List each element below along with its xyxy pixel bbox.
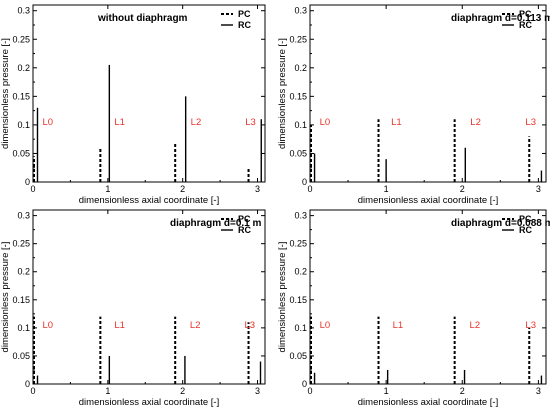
location-label-l0: L0 [42,320,53,331]
y-tick-label: 0.2 [294,63,307,73]
location-label-l1: L1 [391,117,402,128]
x-tick-label: 2 [460,184,465,194]
y-tick-label: 0.3 [294,6,307,16]
location-label-l0: L0 [320,117,331,128]
location-label-l1: L1 [114,320,125,331]
y-tick-label: 0 [302,177,307,187]
x-tick-label: 1 [384,386,389,396]
x-tick-label: 2 [180,184,185,194]
x-tick-label: 1 [105,386,110,396]
x-axis-title: dimensionless axial coordinate [-] [358,195,498,206]
y-tick-label: 0.1 [294,120,307,130]
x-tick-label: 2 [180,386,185,396]
y-tick-label: 0.1 [17,120,30,130]
x-tick-label: 3 [255,184,260,194]
x-tick-label: 3 [536,386,541,396]
location-label-l0: L0 [320,320,331,331]
panel-title: without diaphragm [97,13,188,24]
location-label-l3: L3 [245,117,256,128]
y-tick-label: 0 [302,379,307,389]
x-tick-label: 2 [460,386,465,396]
x-axis-title: dimensionless axial coordinate [-] [79,397,219,408]
y-tick-label: 0.25 [12,34,30,44]
y-tick-label: 0.15 [12,295,30,305]
y-axis-title: dimensionless pressure [-] [0,242,11,353]
legend-label-pc: PC [519,214,532,224]
y-tick-label: 0.3 [17,211,30,221]
x-tick-label: 3 [536,184,541,194]
y-tick-label: 0.3 [294,211,307,221]
location-label-l3: L3 [245,320,256,331]
plot-frame [32,209,266,385]
y-tick-label: 0.05 [12,351,30,361]
y-tick-label: 0.05 [289,351,307,361]
y-axis-title: dimensionless pressure [-] [277,38,288,149]
location-label-l1: L1 [114,117,125,128]
y-tick-label: 0.25 [289,239,307,249]
panel-3: 0 0.05 0.1 0.15 0.2 0.25 0.3 0 1 2 3 dimensionless … [0,209,266,408]
plot-frame [32,4,266,183]
y-axis-title: dimensionless pressure [-] [0,38,11,149]
location-label-l2: L2 [470,117,481,128]
panel-title: diaphragm d=0.088 m [451,218,550,229]
location-label-l0: L0 [42,117,53,128]
location-label-l3: L3 [525,320,536,331]
legend-label-rc: RC [238,20,251,30]
y-tick-label: 0.05 [12,148,30,158]
plot-frame [309,209,547,385]
panel-title: diaphragm d=0.113 m [451,13,550,24]
y-axis-title: dimensionless pressure [-] [277,242,288,353]
x-axis-title: dimensionless axial coordinate [-] [358,397,498,408]
legend-label-pc: PC [519,9,532,19]
legend-label-rc: RC [238,225,251,235]
location-label-l2: L2 [190,320,201,331]
y-tick-label: 0 [25,177,30,187]
plot-frame [309,4,547,183]
legend-label-rc: RC [519,225,532,235]
x-axis-title: dimensionless axial coordinate [-] [79,195,219,206]
location-label-l2: L2 [470,320,481,331]
x-tick-label: 1 [105,184,110,194]
panel-1: 0 0.05 0.1 0.15 0.2 0.25 0.3 0 1 2 3 dimensionless … [0,4,266,206]
y-tick-label: 0.1 [294,323,307,333]
x-tick-label: 0 [30,184,35,194]
panel-4: 0 0.05 0.1 0.15 0.2 0.25 0.3 0 1 2 3 dimensionless … [277,209,550,408]
y-tick-label: 0.05 [289,148,307,158]
legend-label-rc: RC [519,20,532,30]
y-tick-label: 0.15 [12,91,30,101]
x-tick-label: 0 [307,184,312,194]
legend-label-pc: PC [238,214,251,224]
location-label-l1: L1 [393,320,404,331]
x-tick-label: 3 [255,386,260,396]
y-tick-label: 0.2 [294,267,307,277]
y-tick-label: 0 [25,379,30,389]
panel-title: diaphragm d=0.1 m [170,218,262,229]
y-tick-label: 0.15 [289,91,307,101]
y-tick-label: 0.2 [17,63,30,73]
y-tick-label: 0.25 [289,34,307,44]
y-tick-label: 0.15 [289,295,307,305]
panel-2: 0 0.05 0.1 0.15 0.2 0.25 0.3 0 1 2 3 dimensionless … [277,4,550,206]
x-tick-label: 0 [30,386,35,396]
y-tick-label: 0.2 [17,267,30,277]
location-label-l3: L3 [525,117,536,128]
x-tick-label: 1 [384,184,389,194]
location-label-l2: L2 [191,117,202,128]
legend-label-pc: PC [238,9,251,19]
x-tick-label: 0 [307,386,312,396]
y-tick-label: 0.3 [17,6,30,16]
y-tick-label: 0.25 [12,239,30,249]
y-tick-label: 0.1 [17,323,30,333]
